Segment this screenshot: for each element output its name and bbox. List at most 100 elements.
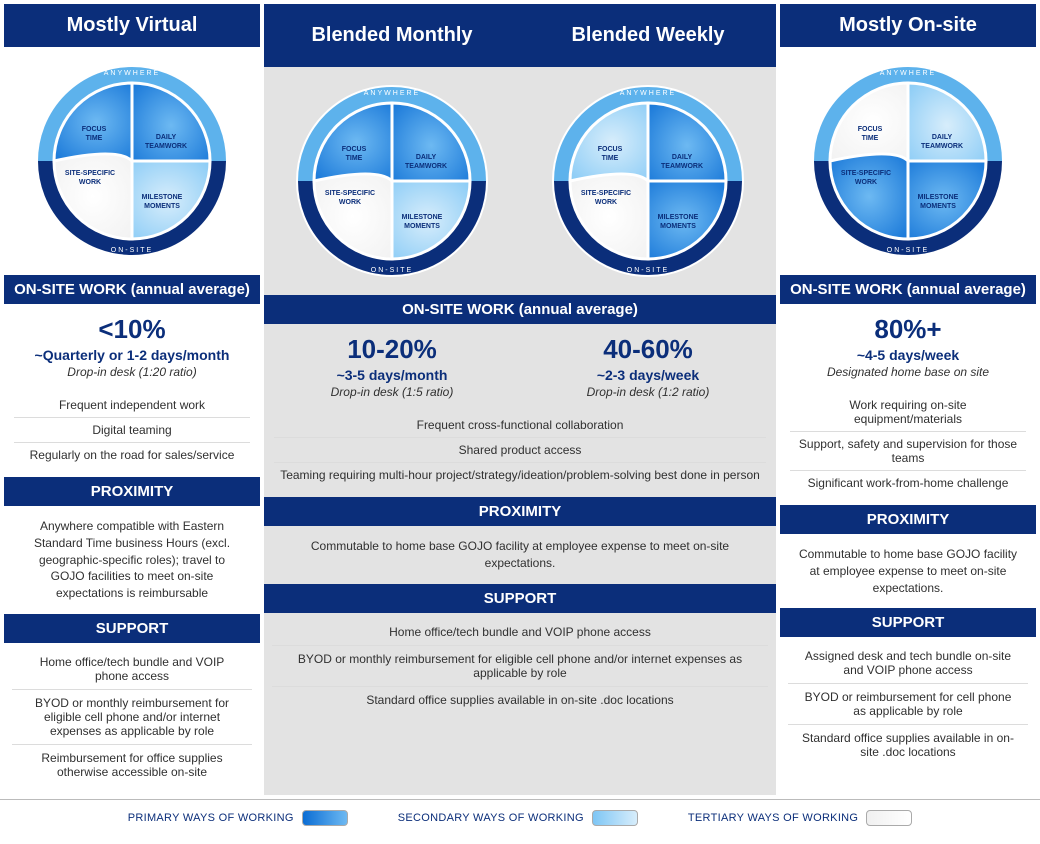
col-title-monthly: Blended Monthly bbox=[264, 14, 520, 57]
list-item: Teaming requiring multi-hour project/str… bbox=[274, 463, 766, 487]
list-item: BYOD or monthly reimbursement for eligib… bbox=[12, 690, 252, 745]
proximity-text: Anywhere compatible with Eastern Standar… bbox=[4, 506, 260, 614]
svg-text:TEAMWORK: TEAMWORK bbox=[405, 163, 447, 170]
bullets: Frequent independent workDigital teaming… bbox=[4, 393, 260, 477]
circle-diagram: FOCUSTIMEDAILYTEAMWORKMILESTONEMOMENTSSI… bbox=[4, 47, 260, 275]
svg-text:WORK: WORK bbox=[339, 199, 361, 206]
circle-diagram-monthly: FOCUS TIME DAILY TEAMWORK MILESTONE MOMENTS SI… bbox=[292, 81, 492, 281]
svg-text:TIME: TIME bbox=[862, 135, 879, 142]
support-list: Assigned desk and tech bundle on-site an… bbox=[780, 637, 1036, 775]
legend-primary: PRIMARY WAYS OF WORKING bbox=[128, 810, 348, 826]
svg-text:DAILY: DAILY bbox=[932, 134, 953, 141]
col-mostly-virtual: Mostly Virtual FOCUSTIMEDAILYTEAMWORKMIL… bbox=[4, 4, 260, 795]
svg-text:SITE-SPECIFIC: SITE-SPECIFIC bbox=[581, 190, 631, 197]
proximity-text: Commutable to home base GOJO facility at… bbox=[780, 534, 1036, 608]
list-item: Work requiring on-site equipment/materia… bbox=[790, 393, 1026, 432]
svg-text:FOCUS: FOCUS bbox=[858, 126, 883, 133]
list-item: BYOD or monthly reimbursement for eligib… bbox=[272, 646, 768, 687]
circle-diagrams: FOCUS TIME DAILY TEAMWORK MILESTONE MOMENTS SI… bbox=[264, 67, 776, 295]
legend-tertiary-label: TERTIARY WAYS OF WORKING bbox=[688, 812, 858, 824]
stat-block-weekly: 40-60% ~2-3 days/week Drop-in desk (1:2 … bbox=[520, 324, 776, 413]
list-item: Regularly on the road for sales/service bbox=[14, 443, 250, 467]
svg-text:FOCUS: FOCUS bbox=[598, 146, 623, 153]
stat-freq: ~3-5 days/month bbox=[270, 367, 514, 383]
list-item: Assigned desk and tech bundle on-site an… bbox=[788, 643, 1028, 684]
stat-block: 80%+ ~4-5 days/week Designated home base… bbox=[780, 304, 1036, 393]
col-title-weekly: Blended Weekly bbox=[520, 14, 776, 57]
svg-text:DAILY: DAILY bbox=[416, 154, 437, 161]
svg-text:MOMENTS: MOMENTS bbox=[920, 203, 956, 210]
svg-text:ON-SITE: ON-SITE bbox=[887, 247, 929, 254]
svg-text:TIME: TIME bbox=[86, 135, 103, 142]
circle-diagram: FOCUS TIME DAILY TEAMWORK MILESTONE MOMENTS SI… bbox=[780, 47, 1036, 275]
legend-secondary-label: SECONDARY WAYS OF WORKING bbox=[398, 812, 584, 824]
support-header: SUPPORT bbox=[4, 614, 260, 643]
list-item: BYOD or reimbursement for cell phone as … bbox=[788, 684, 1028, 725]
svg-text:MILESTONE: MILESTONE bbox=[918, 194, 959, 201]
support-list: Home office/tech bundle and VOIP phone a… bbox=[264, 613, 776, 723]
stat-sub: Drop-in desk (1:2 ratio) bbox=[526, 385, 770, 399]
svg-text:SITE-SPECIFIC: SITE-SPECIFIC bbox=[325, 190, 375, 197]
svg-text:MILESTONE: MILESTONE bbox=[658, 214, 699, 221]
stat-sub: Drop-in desk (1:20 ratio) bbox=[10, 365, 254, 379]
svg-text:ON-SITE: ON-SITE bbox=[371, 267, 413, 274]
proximity-header: PROXIMITY bbox=[264, 497, 776, 526]
comparison-grid: Mostly Virtual FOCUS TIME DAILY TEAMWORK MIL… bbox=[0, 0, 1040, 799]
circle-diagram-weekly: FOCUSTIMEDAILYTEAMWORKMILESTONEMOMENTSSI… bbox=[548, 81, 748, 281]
proximity-text: Commutable to home base GOJO facility at… bbox=[264, 526, 776, 584]
list-item: Standard office supplies available in on… bbox=[272, 687, 768, 713]
svg-text:ON-SITE: ON-SITE bbox=[627, 267, 669, 274]
svg-text:TIME: TIME bbox=[346, 155, 363, 162]
proximity-header: PROXIMITY bbox=[4, 477, 260, 506]
svg-text:ANYWHERE: ANYWHERE bbox=[104, 70, 160, 77]
col-title: Mostly Virtual bbox=[4, 4, 260, 47]
list-item: Home office/tech bundle and VOIP phone a… bbox=[272, 619, 768, 646]
onsite-header: ON-SITE WORK (annual average) bbox=[780, 275, 1036, 304]
svg-text:TEAMWORK: TEAMWORK bbox=[145, 143, 187, 150]
svg-text:ANYWHERE: ANYWHERE bbox=[364, 90, 420, 97]
swatch-primary bbox=[302, 810, 348, 826]
proximity-header: PROXIMITY bbox=[780, 505, 1036, 534]
svg-text:WORK: WORK bbox=[855, 179, 877, 186]
stat-pct: 80%+ bbox=[786, 314, 1030, 345]
col-mostly-onsite: Mostly On-site FOCUSTIMEDAILYTEAMWORKMIL… bbox=[780, 4, 1036, 795]
stat-freq: ~4-5 days/week bbox=[786, 347, 1030, 363]
stat-sub: Designated home base on site bbox=[786, 365, 1030, 379]
stat-pct: <10% bbox=[10, 314, 254, 345]
list-item: Digital teaming bbox=[14, 418, 250, 443]
col-blended: Blended Monthly Blended Weekly FOCUS TIME… bbox=[264, 4, 776, 795]
svg-text:MILESTONE: MILESTONE bbox=[142, 194, 183, 201]
svg-text:WORK: WORK bbox=[79, 179, 101, 186]
svg-text:MOMENTS: MOMENTS bbox=[660, 223, 696, 230]
stat-block-monthly: 10-20% ~3-5 days/month Drop-in desk (1:5… bbox=[264, 324, 520, 413]
svg-text:ANYWHERE: ANYWHERE bbox=[880, 70, 936, 77]
svg-text:MILESTONE: MILESTONE bbox=[402, 214, 443, 221]
onsite-header: ON-SITE WORK (annual average) bbox=[264, 295, 776, 324]
svg-text:MOMENTS: MOMENTS bbox=[144, 203, 180, 210]
svg-text:SITE-SPECIFIC: SITE-SPECIFIC bbox=[65, 170, 115, 177]
list-item: Standard office supplies available in on… bbox=[788, 725, 1028, 765]
list-item: Reimbursement for office supplies otherw… bbox=[12, 745, 252, 785]
stat-pct: 10-20% bbox=[270, 334, 514, 365]
svg-text:ON-SITE: ON-SITE bbox=[111, 247, 153, 254]
list-item: Significant work-from-home challenge bbox=[790, 471, 1026, 495]
bullets: Frequent cross-functional collaborationS… bbox=[264, 413, 776, 497]
list-item: Support, safety and supervision for thos… bbox=[790, 432, 1026, 471]
svg-text:TEAMWORK: TEAMWORK bbox=[921, 143, 963, 150]
svg-text:SITE-SPECIFIC: SITE-SPECIFIC bbox=[841, 170, 891, 177]
stat-blocks: 10-20% ~3-5 days/month Drop-in desk (1:5… bbox=[264, 324, 776, 413]
stat-pct: 40-60% bbox=[526, 334, 770, 365]
swatch-secondary bbox=[592, 810, 638, 826]
bullets: Work requiring on-site equipment/materia… bbox=[780, 393, 1036, 505]
col-titles: Blended Monthly Blended Weekly bbox=[264, 4, 776, 67]
support-header: SUPPORT bbox=[780, 608, 1036, 637]
list-item: Home office/tech bundle and VOIP phone a… bbox=[12, 649, 252, 690]
support-list: Home office/tech bundle and VOIP phone a… bbox=[4, 643, 260, 795]
svg-text:TIME: TIME bbox=[602, 155, 619, 162]
svg-text:FOCUS: FOCUS bbox=[342, 146, 367, 153]
legend-secondary: SECONDARY WAYS OF WORKING bbox=[398, 810, 638, 826]
list-item: Frequent cross-functional collaboration bbox=[274, 413, 766, 438]
stat-freq: ~Quarterly or 1-2 days/month bbox=[10, 347, 254, 363]
onsite-header: ON-SITE WORK (annual average) bbox=[4, 275, 260, 304]
svg-text:MOMENTS: MOMENTS bbox=[404, 223, 440, 230]
